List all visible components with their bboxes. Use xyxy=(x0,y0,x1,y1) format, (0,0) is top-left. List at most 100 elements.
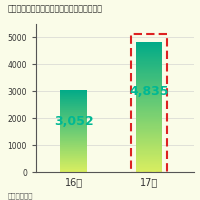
Bar xyxy=(136,57,162,58)
Bar xyxy=(136,118,162,119)
Bar xyxy=(136,60,162,61)
Bar xyxy=(60,133,87,134)
Bar xyxy=(136,97,162,98)
Bar xyxy=(60,153,87,154)
Bar xyxy=(136,55,162,56)
Bar xyxy=(136,161,162,162)
Bar xyxy=(136,100,162,102)
Bar xyxy=(136,52,162,53)
Bar xyxy=(60,135,87,136)
Bar xyxy=(136,143,162,144)
Bar xyxy=(136,154,162,155)
Bar xyxy=(60,94,87,95)
Bar xyxy=(60,136,87,137)
Bar xyxy=(136,139,162,141)
Bar xyxy=(136,44,162,45)
Bar xyxy=(136,159,162,160)
Bar xyxy=(60,126,87,127)
Bar xyxy=(60,117,87,118)
Bar xyxy=(136,147,162,148)
Bar xyxy=(136,168,162,169)
Bar xyxy=(136,152,162,154)
Bar xyxy=(136,130,162,131)
Bar xyxy=(136,101,162,103)
Bar xyxy=(136,80,162,81)
Text: フリマアプリの推定市場規模（単位：億円）: フリマアプリの推定市場規模（単位：億円） xyxy=(8,5,103,14)
Bar xyxy=(60,123,87,124)
Text: 3,052: 3,052 xyxy=(54,115,93,128)
Bar xyxy=(60,141,87,142)
Bar xyxy=(136,71,162,72)
Bar xyxy=(60,159,87,160)
Bar xyxy=(60,166,87,167)
Bar xyxy=(60,158,87,159)
Bar xyxy=(136,122,162,123)
Bar xyxy=(136,137,162,138)
Bar xyxy=(136,79,162,80)
Bar xyxy=(60,92,87,93)
Bar xyxy=(60,132,87,133)
Bar xyxy=(60,137,87,138)
Bar xyxy=(136,73,162,74)
Bar xyxy=(60,110,87,111)
Bar xyxy=(136,119,162,120)
Bar xyxy=(60,96,87,97)
Bar xyxy=(136,64,162,65)
Bar xyxy=(136,116,162,117)
Bar xyxy=(136,163,162,164)
Bar xyxy=(136,112,162,113)
Bar xyxy=(136,150,162,151)
Bar xyxy=(136,123,162,124)
Bar xyxy=(136,54,162,55)
Bar xyxy=(60,147,87,148)
Bar xyxy=(136,48,162,49)
Bar xyxy=(60,167,87,168)
Bar xyxy=(60,139,87,140)
Bar xyxy=(60,106,87,107)
Bar xyxy=(60,149,87,150)
Bar xyxy=(60,131,87,132)
Bar xyxy=(60,138,87,139)
Bar xyxy=(60,114,87,115)
Bar xyxy=(136,124,162,125)
Bar xyxy=(136,120,162,121)
Bar xyxy=(136,87,162,89)
Bar xyxy=(60,95,87,96)
Bar xyxy=(136,167,162,168)
Bar xyxy=(136,132,162,133)
Bar xyxy=(136,136,162,137)
Bar xyxy=(60,90,87,91)
Bar xyxy=(60,162,87,163)
Bar xyxy=(60,127,87,128)
Bar xyxy=(136,160,162,161)
Bar xyxy=(60,157,87,158)
Text: 4,835: 4,835 xyxy=(129,85,169,98)
Bar xyxy=(136,45,162,46)
Bar xyxy=(60,134,87,135)
Bar xyxy=(60,108,87,109)
Bar xyxy=(136,85,162,86)
Bar xyxy=(60,112,87,113)
Bar xyxy=(136,142,162,143)
Bar xyxy=(136,134,162,135)
Bar xyxy=(60,119,87,120)
Bar xyxy=(60,140,87,141)
Bar xyxy=(136,74,162,76)
Bar xyxy=(136,98,162,99)
Bar xyxy=(136,157,162,158)
Bar xyxy=(136,121,162,122)
Bar xyxy=(136,65,162,66)
Bar xyxy=(136,106,162,107)
Bar xyxy=(136,92,162,93)
Bar xyxy=(136,170,162,171)
Bar xyxy=(136,75,162,77)
Bar xyxy=(136,107,162,108)
Bar xyxy=(136,42,162,43)
Bar xyxy=(60,109,87,110)
Bar xyxy=(60,122,87,123)
Bar xyxy=(136,46,162,47)
Bar xyxy=(136,126,162,128)
Bar xyxy=(136,145,162,146)
Bar xyxy=(60,104,87,105)
Bar xyxy=(60,127,87,128)
